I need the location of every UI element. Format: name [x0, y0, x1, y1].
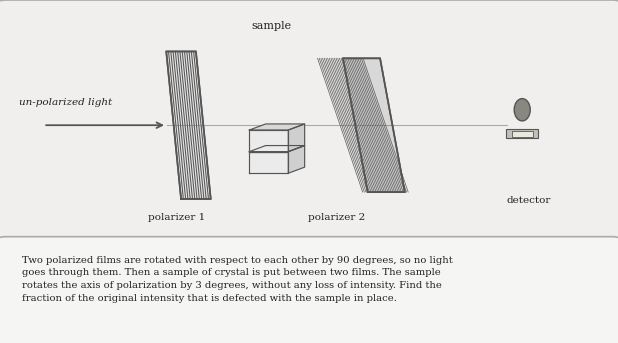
Polygon shape [249, 145, 305, 152]
Text: un-polarized light: un-polarized light [19, 98, 112, 107]
Polygon shape [343, 58, 405, 192]
Text: polarizer 1: polarizer 1 [148, 213, 205, 222]
FancyBboxPatch shape [0, 237, 618, 343]
Ellipse shape [514, 98, 530, 121]
Polygon shape [288, 124, 305, 152]
Text: detector: detector [506, 196, 551, 204]
FancyBboxPatch shape [0, 0, 618, 240]
Polygon shape [249, 130, 288, 152]
Polygon shape [249, 152, 288, 173]
FancyBboxPatch shape [506, 129, 538, 138]
Polygon shape [343, 58, 405, 192]
FancyBboxPatch shape [512, 131, 533, 137]
Text: sample: sample [252, 21, 292, 31]
Polygon shape [249, 124, 305, 130]
Polygon shape [166, 51, 211, 199]
Text: polarizer 2: polarizer 2 [308, 213, 365, 222]
Text: Two polarized films are rotated with respect to each other by 90 degrees, so no : Two polarized films are rotated with res… [22, 256, 452, 303]
Polygon shape [288, 145, 305, 173]
